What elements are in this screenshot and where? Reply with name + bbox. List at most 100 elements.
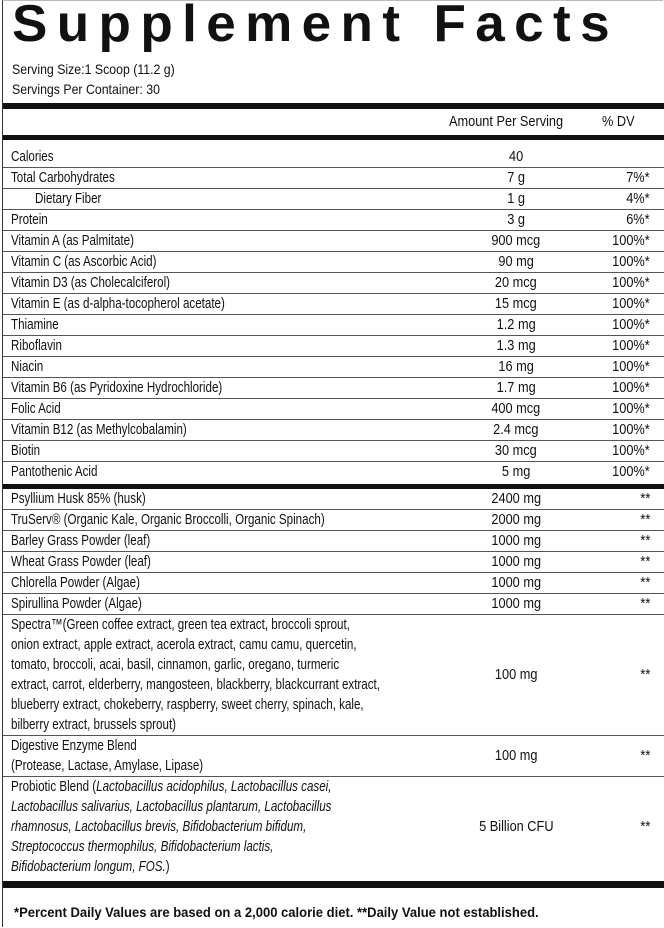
dv-value: 100%* [612,275,650,291]
name-line: Riboflavin [11,338,62,354]
name-line: onion extract, apple extract, acerola ex… [11,637,357,653]
nutrient-name: Niacin [3,357,395,377]
dv-value: ** [640,819,650,835]
nutrient-name: Psyllium Husk 85% (husk) [3,489,395,509]
table-row: Spectra™(Green coffee extract, green tea… [3,615,664,736]
amount: 7 g [456,168,576,188]
probiotic-species: rhamnosus, Lactobacillus brevis, Bifidob… [11,819,307,835]
nutrient-name: Vitamin C (as Ascorbic Acid) [3,252,395,272]
nutrient-name: Thiamine [3,315,395,335]
amount: 1.2 mg [456,315,576,335]
name-line: Spirullina Powder (Algae) [11,596,142,612]
name-line: Streptococcus thermophilus, Bifidobacter… [11,837,395,857]
amount: 100 mg [456,615,576,735]
daily-value: ** [580,615,650,735]
amount: 20 mcg [456,273,576,293]
nutrient-name: Pantothenic Acid [3,462,395,482]
dv-value: 100%* [612,254,650,270]
dv-value: 100%* [612,443,650,459]
table-row: Spirullina Powder (Algae) 1000 mg ** [3,594,664,615]
amount: 30 mcg [456,441,576,461]
table-row: Vitamin A (as Palmitate) 900 mcg 100%* [3,231,664,252]
amount-value: 900 mcg [491,233,541,249]
name-line: (Protease, Lactase, Amylase, Lipase) [11,758,204,774]
divider-thick [3,881,664,888]
amount: 1000 mg [456,552,576,572]
name-line: Protein [11,212,48,228]
amount-value: 1.3 mg [496,338,536,354]
probiotic-line: rhamnosus, Lactobacillus brevis, Bifidob… [11,819,306,835]
facts-table: Calories 40 Total Carbohydrates 7 g 7%* Dieta… [3,147,664,888]
daily-value: 100%* [580,231,650,251]
nutrient-name: Total Carbohydrates [3,168,395,188]
amount: 3 g [456,210,576,230]
table-row: Probiotic Blend (Lactobacillus acidophil… [3,777,664,877]
table-row: TruServ® (Organic Kale, Organic Broccoll… [3,510,664,531]
daily-value: ** [580,489,650,509]
name-line: blueberry extract, chokeberry, raspberry… [11,697,364,713]
name-line: bilberry extract, brussels sprout) [11,717,177,733]
dv-value: ** [640,512,650,528]
table-row: Total Carbohydrates 7 g 7%* [3,168,664,189]
dv-value: 100%* [612,401,650,417]
dv-value: 100%* [612,233,650,249]
amount-value: 1.7 mg [496,380,536,396]
table-row: Pantothenic Acid 5 mg 100%* [3,462,664,482]
name-line: Lactobacillus salivarius, Lactobacillus … [11,797,395,817]
amount: 2.4 mcg [456,420,576,440]
daily-value: 100%* [580,462,650,482]
amount: 1 g [456,189,576,209]
page-title: Supplement Facts [12,0,619,53]
amount-value: 2000 mg [491,512,541,528]
dv-value: ** [640,667,650,683]
dv-value: 6%* [626,212,650,228]
dv-value: 100%* [612,380,650,396]
amount-value: 1000 mg [491,575,541,591]
name-line: Vitamin E (as d-alpha-tocopherol acetate… [11,296,225,312]
table-row: Chlorella Powder (Algae) 1000 mg ** [3,573,664,594]
footnote: *Percent Daily Values are based on a 2,0… [14,904,539,920]
amount: 400 mcg [456,399,576,419]
name-line: extract, carrot, elderberry, mangosteen,… [11,677,380,693]
nutrient-name: Vitamin A (as Palmitate) [3,231,395,251]
amount-value: 5 mg [501,464,531,480]
amount: 16 mg [456,357,576,377]
name-line: Total Carbohydrates [11,170,115,186]
nutrient-name: Biotin [3,441,395,461]
probiotic-prefix: Probiotic Blend ( [11,779,97,795]
name-line: Digestive Enzyme Blend [11,738,137,754]
name-line: Pantothenic Acid [11,464,98,480]
amount: 1000 mg [456,573,576,593]
dv-value: 7%* [626,170,650,186]
name-line: Vitamin A (as Palmitate) [11,233,134,249]
amount-value: 30 mcg [495,443,537,459]
amount-value: 40 [508,149,524,165]
dv-value: ** [640,491,650,507]
probiotic-suffix: ) [165,859,170,875]
amount: 5 mg [456,462,576,482]
nutrient-name: Spectra™(Green coffee extract, green tea… [3,615,395,735]
table-row: Vitamin B6 (as Pyridoxine Hydrochloride)… [3,378,664,399]
name-line: Niacin [11,359,44,375]
table-row: Vitamin B12 (as Methylcobalamin) 2.4 mcg 1… [3,420,664,441]
amount: 1000 mg [456,531,576,551]
daily-value: 100%* [580,336,650,356]
amount-value: 400 mcg [491,401,541,417]
name-line: Psyllium Husk 85% (husk) [11,491,146,507]
dv-header: % DV [602,113,635,130]
daily-value: 100%* [580,315,650,335]
daily-value: ** [580,510,650,530]
daily-value: 6%* [580,210,650,230]
nutrient-name: Dietary Fiber [3,189,419,209]
servings-per-container: Servings Per Container: 30 [12,81,160,97]
amount-header: Amount Per Serving [449,113,564,130]
daily-value: 100%* [580,399,650,419]
nutrient-name: Vitamin E (as d-alpha-tocopherol acetate… [3,294,395,314]
name-line: Vitamin B6 (as Pyridoxine Hydrochloride) [11,380,223,396]
nutrient-name: Spirullina Powder (Algae) [3,594,395,614]
divider-thick [3,135,664,140]
table-row: Calories 40 [3,147,664,168]
table-row: Protein 3 g 6%* [3,210,664,231]
name-line: Vitamin C (as Ascorbic Acid) [11,254,157,270]
amount-value: 15 mcg [495,296,537,312]
